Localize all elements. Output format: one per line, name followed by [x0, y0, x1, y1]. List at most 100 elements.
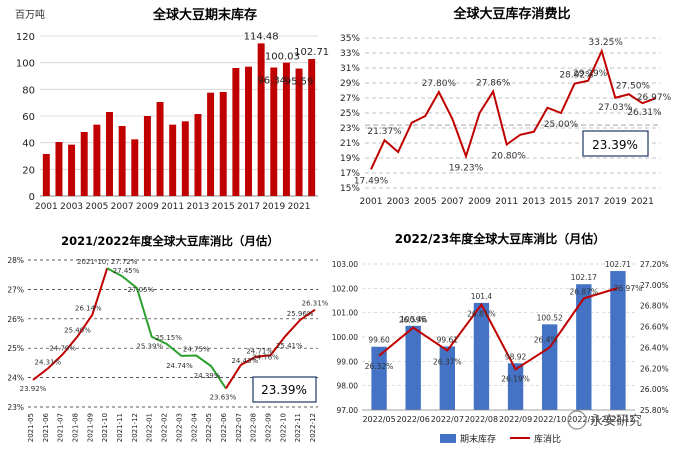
- chart2-data-label: 28.92%: [559, 71, 594, 81]
- chart1-xtick-label: 2013: [187, 202, 210, 212]
- chart1-bar: [219, 92, 227, 196]
- chart3-ytick-label: 28%: [7, 256, 24, 265]
- chart3-data-label: 23.63%: [210, 393, 237, 401]
- chart3-xtick-label: 2022-02: [161, 413, 169, 442]
- chart4-ytick-left-label: 97.00: [337, 406, 359, 415]
- chart3-xtick-label: 2022-06: [220, 412, 228, 442]
- chart3-xtick-label: 2022-04: [190, 412, 198, 442]
- chart1-data-label: 102.71: [294, 47, 329, 58]
- chart1-xtick-label: 2009: [136, 202, 159, 212]
- chart1-data-label: 100.03: [265, 52, 300, 63]
- chart3-xtick-label: 2022-11: [294, 413, 302, 442]
- chart1-bar: [207, 92, 215, 196]
- chart2-xtick-label: 2017: [577, 197, 600, 207]
- chart4-ytick-right-label: 25.80%: [640, 406, 669, 415]
- chart1-ytick-label: 20: [22, 165, 35, 176]
- chart2-data-label: 27.80%: [422, 79, 457, 89]
- chart3-xtick-label: 2022-03: [175, 413, 183, 442]
- chart4-xtick-label: 2022/10: [533, 415, 566, 424]
- chart4-xtick-label: 2022/12: [601, 415, 634, 424]
- chart3-callout-box: [252, 376, 317, 403]
- chart4-bar-data-label: 99.61: [437, 335, 459, 344]
- chart3-data-label: 23.92%: [20, 385, 47, 393]
- chart2-ytick-label: 17%: [340, 169, 360, 179]
- chart4-xtick-label: 2022/08: [465, 415, 498, 424]
- chart4-series-line: [378, 287, 619, 371]
- chart4-title: 2022/23年度全球大豆库消比（月估）: [395, 231, 605, 246]
- chart1-data-label: 95.59: [285, 77, 314, 88]
- watermark-logo: 永安研究: [567, 410, 642, 430]
- chart2-data-label: 27.50%: [616, 81, 651, 91]
- chart3-data-label: 25.96%: [287, 310, 314, 318]
- chart4-ytick-left-label: 100.00: [332, 333, 358, 342]
- chart3-data-label: 24.39%: [194, 372, 221, 380]
- chart1-bar: [257, 43, 265, 196]
- chart1-xtick-label: 2021: [288, 202, 311, 212]
- chart2-xtick-label: 2005: [414, 197, 437, 207]
- chart4-legend-swatch-bar: [440, 434, 456, 443]
- chart1-bar: [106, 112, 113, 196]
- chart2-callout-text: 23.39%: [592, 138, 638, 152]
- chart3-callout-text: 23.39%: [261, 383, 307, 397]
- chart1-bar: [232, 68, 240, 196]
- chart4-bar: [473, 302, 490, 410]
- chart4-xtick-label: 2022/05: [362, 415, 395, 424]
- chart3-xtick-label: 2021-08: [72, 413, 80, 442]
- chart2-ytick-label: 25%: [340, 109, 360, 119]
- chart3-data-label: 26.14%: [75, 305, 102, 313]
- chart3-data-label: 26.31%: [302, 300, 329, 308]
- chart4-line-data-label: 26.97%: [614, 284, 643, 293]
- chart3-title: 2021/2022年度全球大豆库消比（月估）: [61, 234, 279, 248]
- chart1-data-label: 96.34: [257, 76, 286, 87]
- chart4-line-data-label: 26.19%: [501, 374, 530, 383]
- chart4-bar: [405, 325, 421, 410]
- chart1-ytick-label: 80: [22, 85, 35, 96]
- chart2-xtick-label: 2013: [522, 197, 545, 207]
- chart3-data-label: 25.15%: [155, 334, 182, 342]
- chart1-bar: [308, 59, 316, 197]
- chart4-legend-label-bar: 期末库存: [460, 433, 496, 445]
- chart3-data-label: 24.71%: [246, 348, 273, 356]
- chart4-ytick-left-label: 101.00: [332, 309, 358, 318]
- chart2-xtick-label: 2011: [495, 197, 518, 207]
- chart1-bar: [68, 144, 76, 196]
- chart2-data-label: 25.00%: [544, 120, 579, 130]
- chart2-ytick-label: 31%: [340, 64, 360, 74]
- chart2-data-label: 29.29%: [573, 69, 608, 79]
- chart2-ytick-label: 29%: [340, 79, 360, 89]
- chart2-data-label: 27.86%: [476, 79, 511, 89]
- chart4-ytick-left-label: 102.00: [332, 284, 358, 293]
- chart3-data-label: 25.41%: [276, 342, 303, 350]
- chart2-ytick-label: 21%: [340, 139, 360, 149]
- chart4-xtick-label: 2022/06: [397, 415, 430, 424]
- chart3-data-label: 27.05%: [128, 286, 155, 294]
- chart1-bar: [55, 142, 63, 196]
- chart1-bar: [270, 67, 278, 197]
- chart3-ytick-label: 24%: [7, 374, 24, 383]
- chart2-data-label: 26.97%: [637, 93, 672, 103]
- chart3-xtick-label: 2021-06: [42, 412, 50, 442]
- chart1-bar: [169, 124, 177, 196]
- chart1-xtick-label: 2005: [85, 202, 108, 212]
- chart3-xtick-label: 2022-07: [235, 413, 243, 442]
- chart4-legend-label-line: 库消比: [534, 433, 561, 445]
- chart1-bar: [80, 132, 88, 196]
- chart4-bar: [576, 284, 592, 410]
- chart4-line-data-label: 26.59%: [399, 316, 428, 325]
- chart2-xtick-label: 2019: [604, 197, 627, 207]
- chart2-data-label: 33.25%: [589, 38, 624, 48]
- chart2-data-label: 19.23%: [449, 163, 484, 173]
- chart1-title: 全球大豆期末库存: [152, 7, 257, 23]
- chart1-bar: [245, 66, 252, 197]
- chart1-data-label: 114.48: [244, 31, 279, 42]
- chart1-bar: [93, 124, 101, 196]
- chart1-ytick-label: 120: [16, 32, 35, 43]
- chart4-ytick-right-label: 26.20%: [640, 364, 669, 373]
- chart2-ytick-label: 33%: [340, 49, 360, 59]
- chart2-data-label: 20.80%: [492, 152, 527, 162]
- chart4-xtick-label: 2022/09: [499, 415, 532, 424]
- chart4-ytick-left-label: 99.00: [337, 357, 359, 366]
- chart2-ytick-label: 27%: [340, 94, 360, 104]
- chart2-ytick-label: 23%: [340, 124, 360, 134]
- chart4-ytick-right-label: 27.00%: [640, 281, 669, 290]
